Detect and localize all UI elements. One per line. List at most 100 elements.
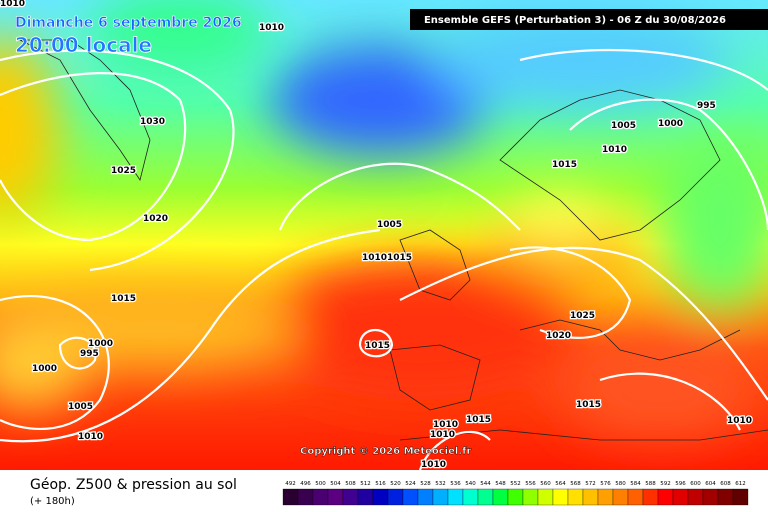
model-banner: [410, 9, 768, 30]
isobar-label: 1010: [0, 0, 25, 9]
isobar-label: 1010: [259, 23, 284, 33]
scale-label: 536: [450, 481, 461, 487]
isobar-label: 1030: [140, 117, 165, 127]
isobar-label: 1000: [88, 339, 113, 349]
isobar-label: 1015: [365, 341, 390, 351]
scale-swatch: [462, 488, 479, 506]
scale-swatch: [507, 488, 524, 506]
scale-label: 580: [615, 481, 626, 487]
scale-label: 516: [375, 481, 386, 487]
date-title: Dimanche 6 septembre 2026: [15, 15, 242, 31]
scale-label: 532: [435, 481, 446, 487]
isobar-label: 1015: [576, 400, 601, 410]
coastlines: [19, 39, 768, 441]
scale-label: 544: [480, 481, 491, 487]
isobar-label: 1010: [430, 430, 455, 440]
isobar-label: 995: [697, 101, 716, 111]
scale-label: 600: [690, 481, 701, 487]
scale-swatch: [642, 488, 659, 506]
scale-swatch: [492, 488, 509, 506]
scale-label: 560: [540, 481, 551, 487]
scale-swatch: [627, 488, 644, 506]
scale-swatch: [522, 488, 539, 506]
scale-label: 540: [465, 481, 476, 487]
isobar-label: 1010: [421, 460, 446, 470]
scale-swatch: [612, 488, 629, 506]
scale-swatch: [567, 488, 584, 506]
scale-swatch: [447, 488, 464, 506]
scale-swatch: [342, 488, 359, 506]
isobar-label: 1025: [570, 311, 595, 321]
isobar-label: 1005: [68, 402, 93, 412]
isobar-label: 1020: [143, 214, 168, 224]
scale-swatch: [327, 488, 344, 506]
isobar-label: 1010: [602, 145, 627, 155]
scale-swatch: [717, 488, 734, 506]
scale-swatch: [432, 488, 449, 506]
copyright: Copyright © 2026 Meteociel.fr: [300, 446, 471, 457]
scale-swatch: [537, 488, 554, 506]
scale-swatch: [597, 488, 614, 506]
isobar-label: 995: [80, 349, 99, 359]
scale-swatch: [312, 488, 329, 506]
scale-label: 572: [585, 481, 596, 487]
scale-swatch: [297, 488, 314, 506]
scale-label: 584: [630, 481, 641, 487]
isobar-label: 1010: [727, 416, 752, 426]
isobar-label: 1010: [362, 253, 387, 263]
field-blobs: [0, 0, 768, 440]
isobar-label: 1015: [111, 294, 136, 304]
scale-swatch: [552, 488, 569, 506]
scale-label: 500: [315, 481, 326, 487]
scale-label: 564: [555, 481, 566, 487]
isobar-label: 1005: [611, 121, 636, 131]
time-title: 20:00 locale: [15, 33, 152, 57]
color-scale: 492 496 500 504 508 512 516 520 524 528 532 536 540 5…: [282, 481, 749, 506]
isobar-label: 1010: [433, 420, 458, 430]
scale-swatch: [732, 488, 749, 506]
scale-swatch: [387, 488, 404, 506]
scale-swatch: [372, 488, 389, 506]
scale-label: 504: [330, 481, 341, 487]
scale-swatch: [702, 488, 719, 506]
isobar-label: 1015: [387, 253, 412, 263]
scale-label: 596: [675, 481, 686, 487]
scale-label: 496: [300, 481, 311, 487]
scale-swatch: [417, 488, 434, 506]
model-title: Ensemble GEFS (Perturbation 3) - 06 Z du…: [424, 15, 726, 26]
scale-label: 588: [645, 481, 656, 487]
scale-label: 512: [360, 481, 371, 487]
isobar-label: 1000: [658, 119, 683, 129]
scale-swatch: [582, 488, 599, 506]
isobar-label: 1020: [546, 331, 571, 341]
scale-swatch: [357, 488, 374, 506]
scale-label: 528: [420, 481, 431, 487]
isobars: [0, 48, 768, 470]
isobar-label: 1025: [111, 166, 136, 176]
scale-label: 508: [345, 481, 356, 487]
isobar-label: 1000: [32, 364, 57, 374]
scale-swatch: [672, 488, 689, 506]
scale-label: 604: [705, 481, 716, 487]
isobar-label: 1015: [552, 160, 577, 170]
scale-swatch: [477, 488, 494, 506]
scale-swatch: [282, 488, 299, 506]
isobar-label: 1015: [466, 415, 491, 425]
scale-label: 552: [510, 481, 521, 487]
scale-label: 492: [285, 481, 296, 487]
isobar-label: 1010: [78, 432, 103, 442]
footer-title: Géop. Z500 & pression au sol: [30, 477, 237, 493]
scale-label: 608: [720, 481, 731, 487]
scale-label: 592: [660, 481, 671, 487]
scale-swatch: [657, 488, 674, 506]
scale-label: 576: [600, 481, 611, 487]
scale-label: 556: [525, 481, 536, 487]
scale-label: 568: [570, 481, 581, 487]
scale-label: 520: [390, 481, 401, 487]
scale-swatch: [687, 488, 704, 506]
scale-label: 524: [405, 481, 416, 487]
isobar-label: 1005: [377, 220, 402, 230]
